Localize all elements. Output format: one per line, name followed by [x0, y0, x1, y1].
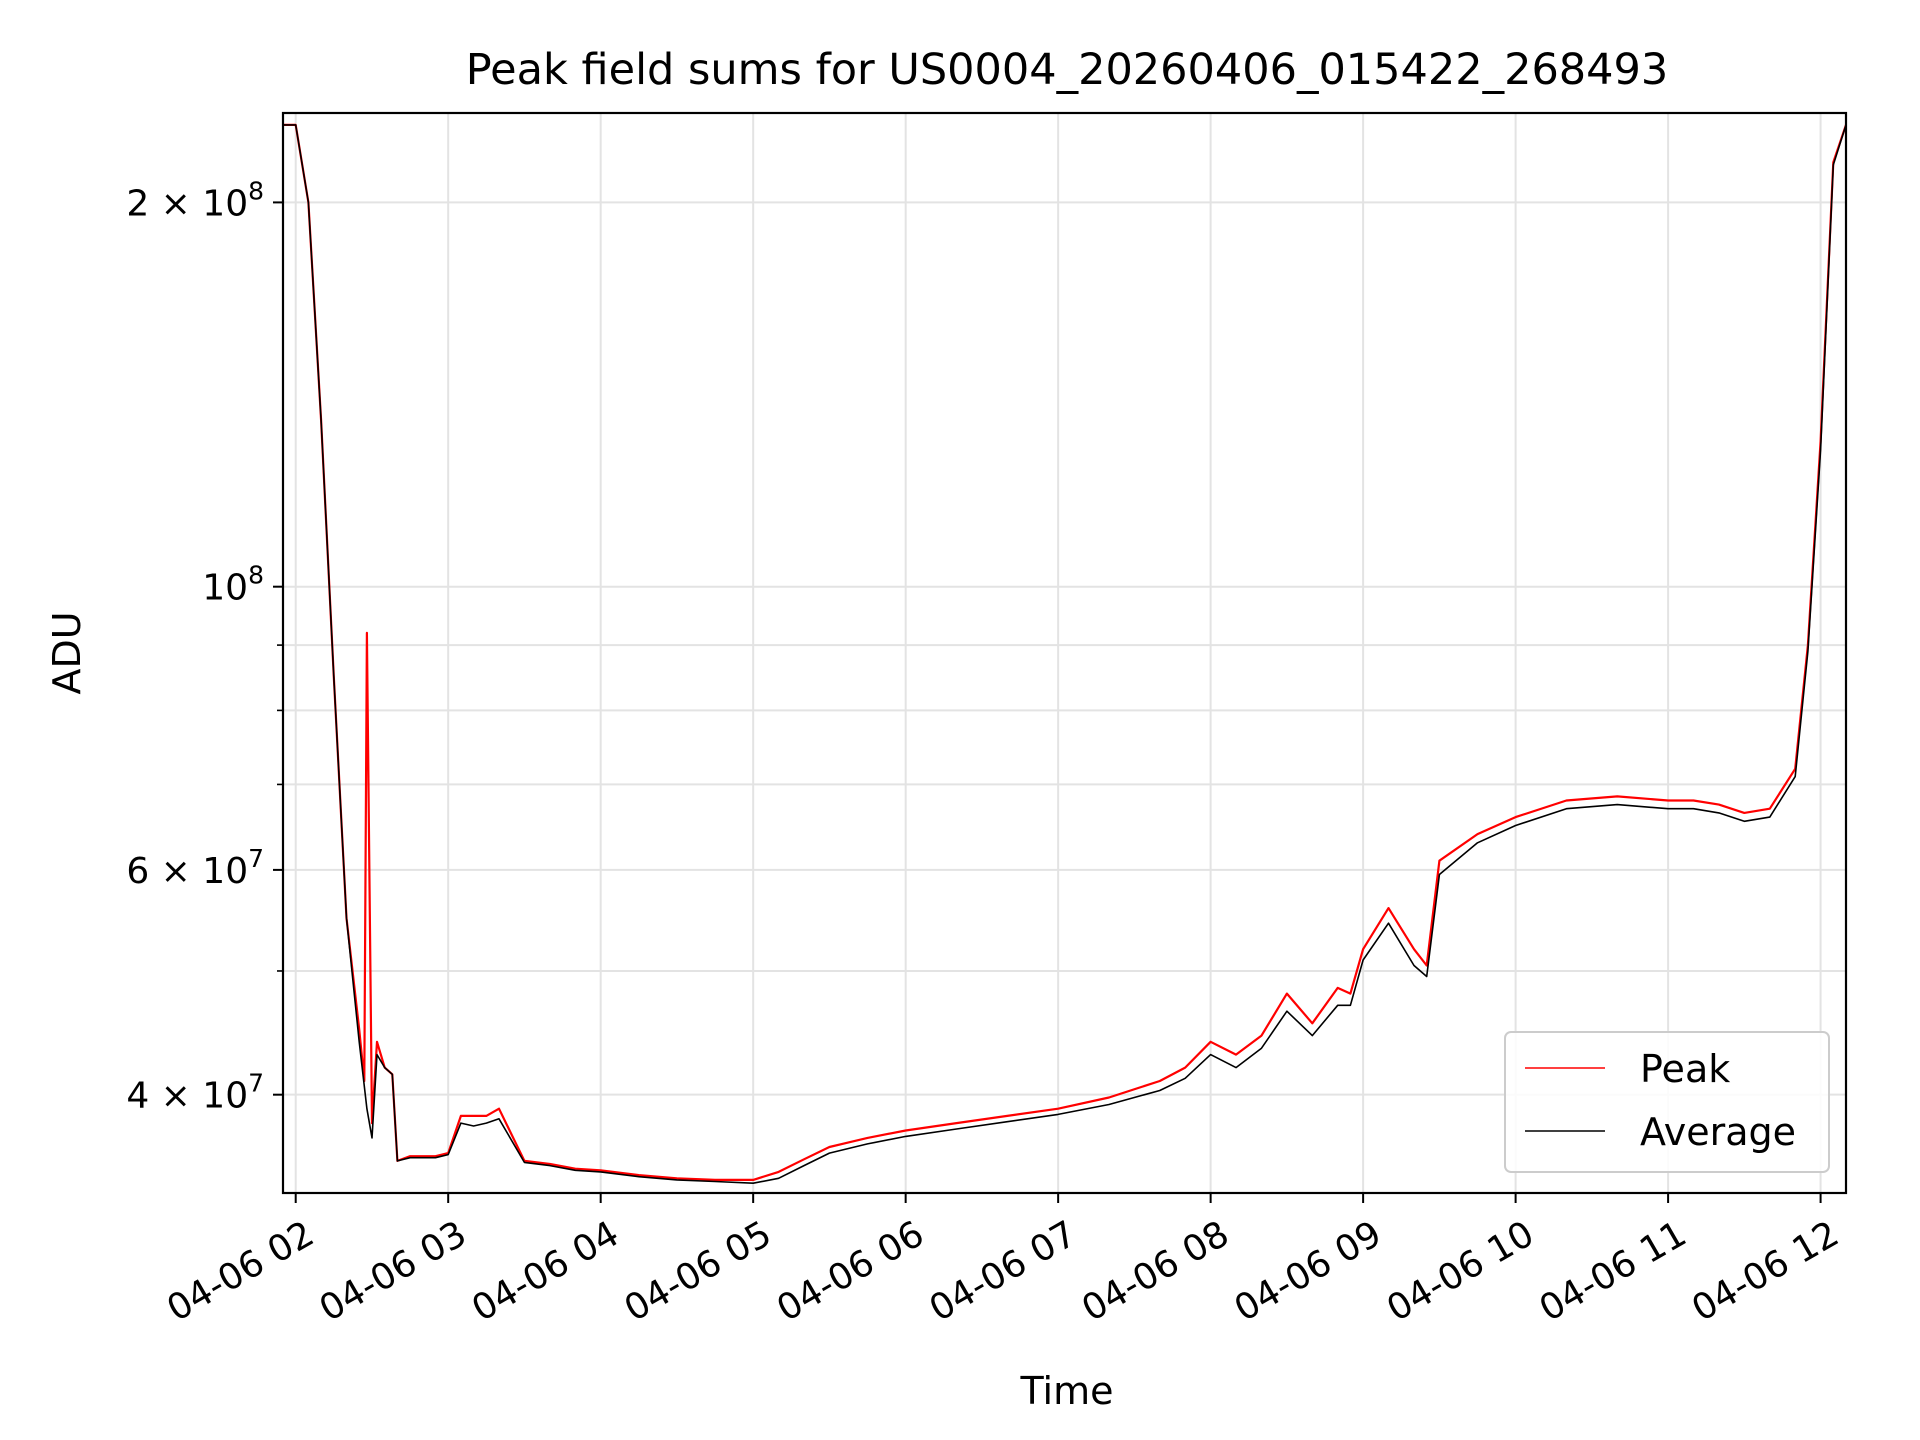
series-line-average: [283, 124, 1847, 1184]
plot-lines: [283, 123, 1848, 1184]
chart-title: Peak field sums for US0004_20260406_0154…: [466, 45, 1669, 95]
y-axis-label: ADU: [45, 611, 89, 694]
legend-average-label: Average: [1640, 1110, 1796, 1154]
legend-peak-label: Peak: [1640, 1047, 1730, 1091]
x-axis-label: Time: [1020, 1369, 1114, 1413]
legend: Peak Average: [1504, 1031, 1830, 1173]
y-tick-label: 6 × 107: [126, 844, 264, 892]
y-axis-ticks: 4 × 107 6 × 107 108 2 × 108: [126, 176, 283, 1117]
plot-frame: [281, 111, 1848, 1195]
y-tick-label: 2 × 108: [126, 176, 264, 224]
y-tick-label: 108: [202, 561, 264, 609]
legend-box: [1504, 1031, 1830, 1173]
grid: [283, 113, 1846, 1193]
y-tick-label: 4 × 107: [126, 1069, 264, 1117]
